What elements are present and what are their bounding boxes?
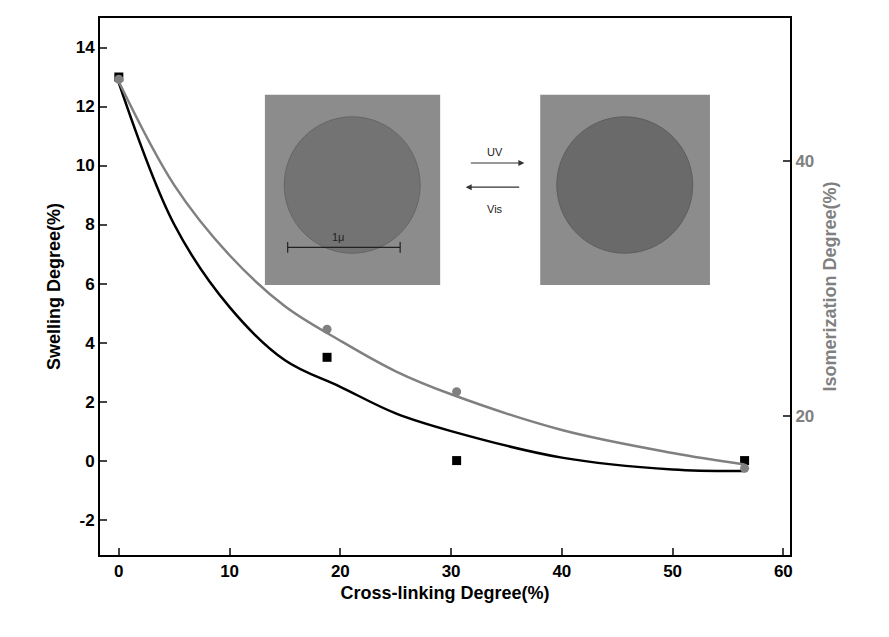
svg-text:60: 60 [774, 562, 793, 581]
svg-text:10: 10 [220, 562, 239, 581]
svg-text:20: 20 [795, 407, 814, 426]
svg-text:Swelling Degree(%): Swelling Degree(%) [44, 203, 64, 370]
svg-text:Cross-linking Degree(%): Cross-linking Degree(%) [340, 583, 549, 603]
svg-text:2: 2 [85, 393, 94, 412]
svg-text:UV: UV [487, 146, 503, 158]
svg-text:40: 40 [795, 152, 814, 171]
svg-text:-2: -2 [79, 511, 94, 530]
svg-text:30: 30 [442, 562, 461, 581]
svg-text:Vis: Vis [487, 203, 503, 215]
svg-text:0: 0 [114, 562, 123, 581]
svg-text:14: 14 [76, 38, 95, 57]
svg-text:20: 20 [331, 562, 350, 581]
svg-text:6: 6 [85, 275, 94, 294]
svg-text:40: 40 [552, 562, 571, 581]
svg-text:10: 10 [76, 156, 95, 175]
svg-text:Isomerization Degree(%): Isomerization Degree(%) [820, 181, 840, 391]
svg-text:50: 50 [663, 562, 682, 581]
svg-text:12: 12 [76, 97, 95, 116]
svg-text:4: 4 [85, 334, 95, 353]
svg-text:0: 0 [85, 452, 94, 471]
svg-text:8: 8 [85, 215, 94, 234]
svg-text:1μ: 1μ [332, 231, 344, 243]
